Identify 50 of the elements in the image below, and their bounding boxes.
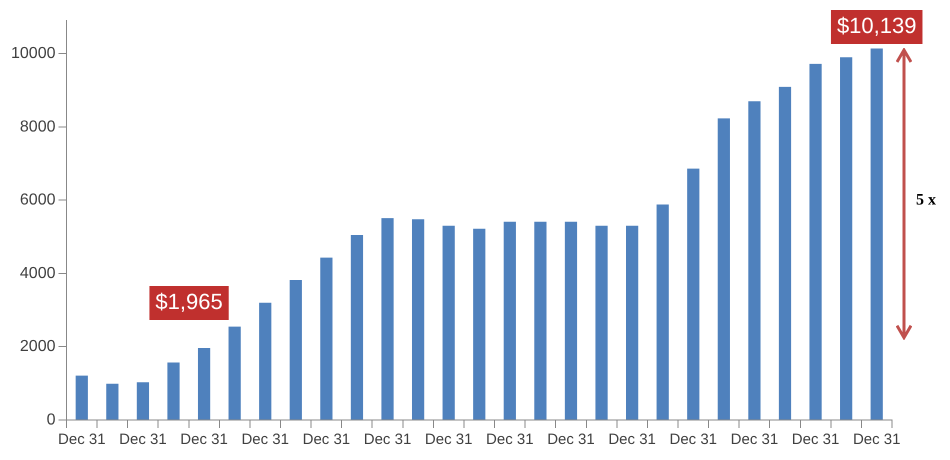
- bar: [136, 382, 150, 420]
- bar: [198, 348, 210, 420]
- bar: [626, 226, 638, 420]
- bar: [595, 226, 608, 420]
- y-tick-label: 8000: [20, 118, 56, 136]
- bar: [534, 222, 547, 420]
- bar: [687, 168, 700, 420]
- x-tick-label: Dec 31: [241, 431, 289, 448]
- text: 5 x: [916, 191, 936, 208]
- bar: [564, 222, 578, 420]
- x-tick-label: Dec 31: [119, 431, 167, 448]
- bar: [106, 384, 118, 420]
- x-tick-label: Dec 31: [670, 431, 718, 448]
- data-label: $1,965: [155, 289, 223, 314]
- bar: [350, 234, 364, 420]
- x-tick-label: Dec 31: [547, 431, 595, 448]
- bar: [748, 101, 761, 420]
- bar: [778, 86, 792, 420]
- x-tick-label: Dec 31: [852, 431, 900, 448]
- y-tick-label: 6000: [20, 192, 56, 209]
- bar: [228, 326, 241, 420]
- y-tick-label: 10000: [10, 44, 56, 62]
- y-tick-label: 4000: [20, 264, 56, 282]
- bar: [473, 228, 486, 420]
- bar: [718, 118, 730, 420]
- bar: [167, 362, 180, 420]
- x-tick-label: Dec 31: [424, 431, 472, 448]
- x-tick-label: Dec 31: [792, 431, 840, 448]
- x-tick-label: Dec 31: [302, 431, 350, 448]
- bar: [442, 226, 455, 420]
- bar: [870, 48, 883, 420]
- y-tick-label: 0: [46, 411, 56, 428]
- bar: [320, 258, 332, 420]
- x-tick-label: Dec 31: [608, 431, 656, 448]
- x-tick-label: Dec 31: [364, 431, 412, 448]
- bar: [412, 219, 424, 420]
- x-tick-label: Dec 31: [486, 431, 534, 448]
- bar: [656, 204, 669, 420]
- y-tick-label: 2000: [20, 338, 56, 356]
- bar: [840, 57, 852, 420]
- bar: [290, 280, 302, 420]
- bar: [76, 376, 88, 420]
- x-tick-label: Dec 31: [180, 431, 228, 448]
- x-tick-label: Dec 31: [58, 431, 106, 448]
- bar: [259, 302, 272, 420]
- bar: [504, 222, 516, 420]
- data-label: $10,139: [836, 13, 916, 38]
- bar: [809, 64, 822, 420]
- bar: [381, 218, 394, 420]
- x-tick-label: Dec 31: [730, 431, 778, 448]
